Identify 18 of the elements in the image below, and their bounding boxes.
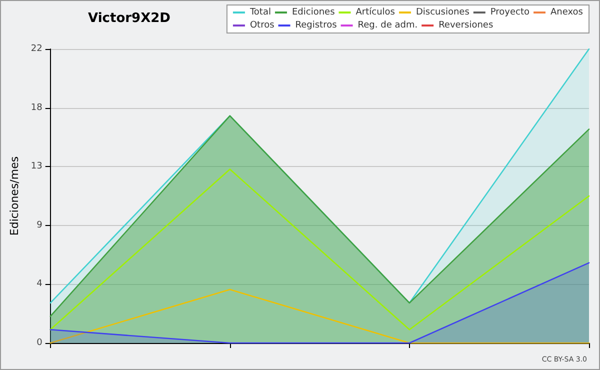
legend-label: Artículos (356, 6, 396, 18)
legend-label: Otros (250, 20, 275, 30)
legend-label: Total (248, 8, 271, 18)
y-tick-label: 18 (30, 102, 43, 113)
y-tick-label: 4 (36, 279, 43, 290)
y-tick-label: 9 (36, 220, 43, 230)
chart-title: Victor9X2D (88, 11, 171, 26)
legend-label: Registros (295, 20, 338, 30)
legend-label: Proyecto (490, 8, 530, 18)
y-axis-title: Ediciones/mes (8, 156, 21, 236)
legend-label: Anexos (550, 8, 584, 18)
y-tick-label: 0 (36, 338, 43, 348)
legend-label: Reversiones (438, 20, 494, 30)
legend-label: Ediciones (292, 8, 336, 18)
y-tick-label: 13 (30, 162, 42, 172)
legend-label: Discusiones (416, 8, 470, 18)
legend-label: Reg. de adm. (358, 20, 418, 30)
y-tick-label: 22 (30, 44, 42, 54)
